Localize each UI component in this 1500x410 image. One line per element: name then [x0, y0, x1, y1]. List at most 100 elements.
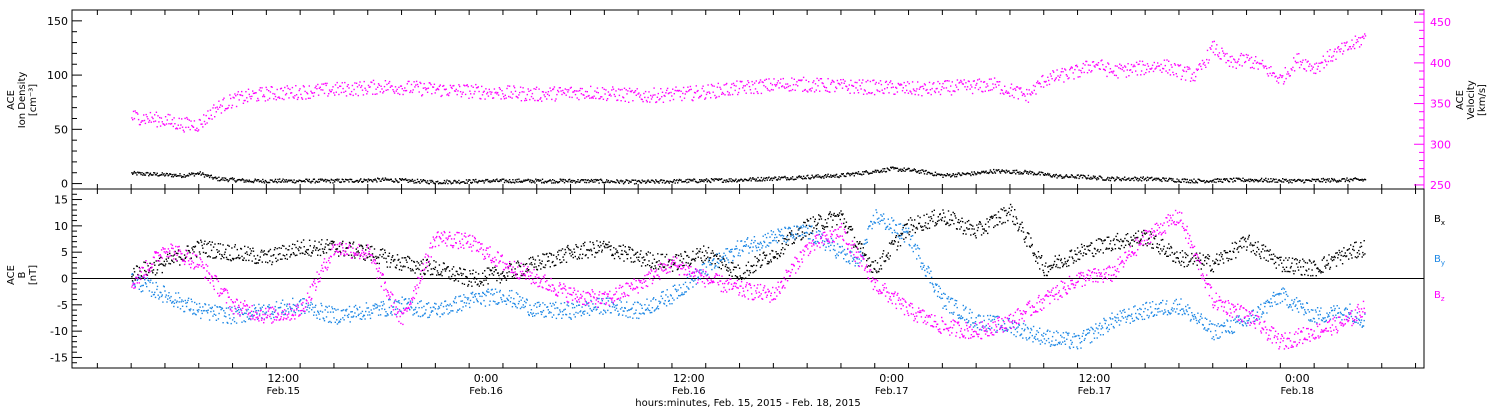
density-point [1009, 172, 1012, 174]
density-point [923, 173, 926, 175]
velocity-point [943, 87, 945, 89]
velocity-point [716, 86, 719, 88]
bx-point [164, 265, 166, 267]
velocity-point [732, 82, 735, 85]
bx-point [169, 263, 172, 265]
density-point [1139, 179, 1141, 181]
density-point [835, 174, 837, 176]
density-point [313, 178, 316, 180]
bx-point [638, 256, 640, 258]
velocity-point [931, 87, 933, 90]
density-point [671, 181, 673, 183]
velocity-point [1129, 69, 1131, 71]
bx-point [312, 250, 314, 252]
density-point [1076, 174, 1079, 176]
velocity-point [481, 94, 484, 96]
bx-point [492, 267, 494, 269]
velocity-point [652, 94, 654, 96]
velocity-point [802, 90, 804, 92]
density-point [987, 172, 989, 174]
bx-point [682, 265, 684, 267]
density-point [922, 169, 924, 171]
bx-point [1350, 254, 1353, 256]
bx-point [732, 269, 735, 271]
velocity-point [959, 81, 961, 83]
velocity-point [619, 89, 621, 91]
bx-point [1099, 249, 1102, 251]
velocity-point [668, 92, 670, 94]
velocity-point [586, 91, 588, 93]
bx-point [766, 263, 768, 265]
density-point [241, 178, 244, 180]
velocity-point [634, 90, 637, 92]
bx-point [504, 276, 506, 278]
velocity-point [987, 85, 989, 87]
bx-point [1083, 252, 1085, 254]
density-point [1054, 174, 1057, 176]
bx-point [1207, 254, 1209, 256]
density-point [415, 182, 417, 184]
velocity-point [175, 128, 177, 130]
bx-point [830, 213, 833, 216]
density-point [150, 174, 152, 176]
velocity-point [151, 116, 153, 118]
density-point [350, 178, 352, 181]
bx-point [856, 241, 858, 243]
bx-point [657, 253, 659, 255]
density-point [410, 180, 413, 182]
bx-point [423, 272, 425, 275]
density-point [805, 177, 807, 180]
density-point [1347, 179, 1350, 181]
bx-point [765, 254, 768, 256]
density-point [397, 181, 399, 184]
density-point [1338, 179, 1341, 182]
bx-point [1059, 267, 1061, 269]
bx-point [594, 256, 596, 258]
velocity-point [140, 121, 142, 123]
bx-point [1126, 239, 1128, 242]
density-point [627, 179, 629, 182]
velocity-point [487, 95, 490, 97]
velocity-point [674, 89, 676, 92]
velocity-point [1084, 64, 1086, 66]
velocity-point [690, 88, 692, 91]
velocity-point [535, 86, 538, 88]
bx-point [207, 242, 209, 244]
bx-point [336, 248, 339, 250]
density-point [991, 171, 993, 174]
velocity-point [423, 83, 425, 85]
velocity-point [178, 117, 180, 120]
bx-point [826, 222, 828, 224]
density-point [840, 173, 843, 175]
density-point [719, 179, 721, 181]
bx-point [345, 247, 347, 249]
density-point [804, 177, 806, 179]
velocity-point [991, 89, 993, 91]
velocity-point [1123, 70, 1125, 72]
velocity-point [228, 104, 230, 107]
velocity-point [1106, 75, 1108, 78]
velocity-point [1157, 65, 1160, 67]
density-point [1174, 181, 1177, 183]
bx-point [530, 256, 532, 259]
bx-point [1115, 235, 1117, 238]
density-point [1301, 180, 1303, 182]
velocity-point [398, 86, 400, 89]
bx-point [1110, 249, 1113, 252]
velocity-point [745, 92, 747, 94]
bx-point [1067, 259, 1069, 261]
velocity-point [1208, 59, 1210, 61]
density-point [868, 173, 870, 175]
velocity-point [693, 91, 696, 94]
density-point [1211, 181, 1213, 183]
bx-point [1337, 257, 1339, 259]
velocity-point [326, 82, 328, 85]
bx-point [319, 248, 321, 251]
bx-point [1191, 257, 1194, 259]
velocity-point [840, 79, 842, 81]
density-point [742, 180, 744, 182]
bx-point [1233, 247, 1236, 250]
density-point [1041, 171, 1043, 174]
bx-point [818, 218, 820, 221]
density-point [1167, 180, 1169, 182]
